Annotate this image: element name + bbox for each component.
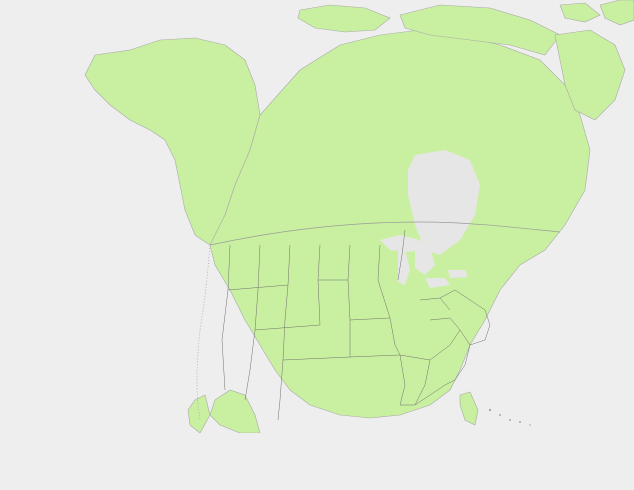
north-america-map-svg bbox=[0, 0, 634, 433]
lake-ontario bbox=[448, 270, 468, 278]
bahamas-island-4 bbox=[519, 421, 521, 423]
bahamas-island-3 bbox=[509, 419, 511, 421]
weather-map-app: Height/Temp. 500 hPa [gdmp][°C] ECMWF We… bbox=[0, 0, 634, 490]
info-bar: Height/Temp. 500 hPa [gdmp][°C] ECMWF We… bbox=[0, 433, 634, 490]
bahamas-island-2 bbox=[499, 414, 501, 416]
bahamas-island-1 bbox=[489, 409, 491, 411]
map-panel bbox=[0, 0, 634, 433]
bahamas-island-5 bbox=[529, 424, 531, 426]
